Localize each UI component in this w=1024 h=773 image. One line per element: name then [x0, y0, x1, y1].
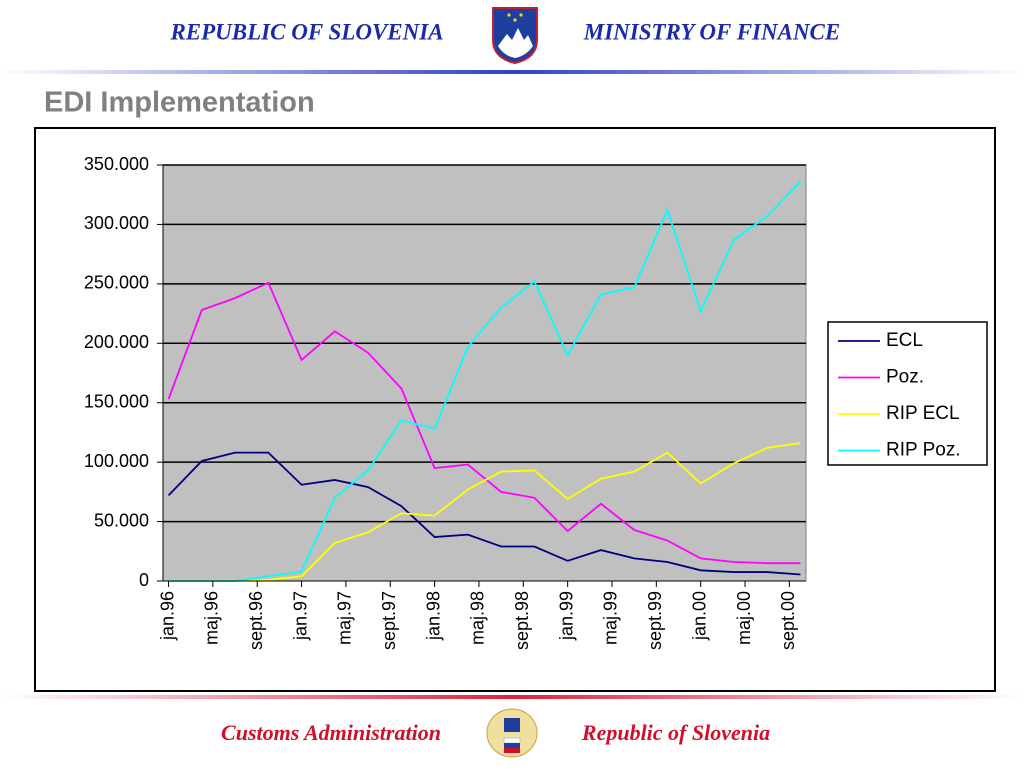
series-line [168, 442, 801, 582]
footer-rule [0, 695, 1024, 699]
y-tick-label: 300.000 [84, 213, 149, 233]
plot [163, 164, 806, 582]
legend-label: RIP ECL [886, 403, 960, 424]
y-tick-label: 100.000 [84, 451, 149, 471]
footer-left: Customs Administration [221, 720, 441, 745]
header-right: MINISTRY OF FINANCE [583, 19, 841, 44]
x-tick-label: jan.98 [423, 591, 443, 641]
y-tick-label: 200.000 [84, 332, 149, 352]
legend [827, 321, 988, 466]
series-line [167, 281, 801, 565]
x-tick-label: jan.00 [689, 591, 709, 641]
chart-title: EDI Implementation [44, 87, 315, 119]
footer-right: Republic of Slovenia [581, 720, 770, 745]
y-tick-label: 250.000 [84, 273, 149, 293]
x-tick-label: maj.99 [601, 591, 621, 645]
coat-of-arms [492, 7, 538, 65]
x-tick-label: sept.97 [379, 591, 399, 650]
x-tick-label: maj.00 [734, 591, 754, 645]
x-tick-label: jan.96 [157, 591, 177, 641]
x-tick-label: sept.98 [512, 591, 532, 650]
legend-label: RIP Poz. [886, 440, 961, 461]
legend-label: ECL [886, 330, 923, 351]
y-tick-label: 350.000 [84, 154, 149, 174]
x-tick-label: sept.00 [778, 591, 798, 650]
x-tick-label: jan.97 [290, 591, 310, 641]
x-tick-label: maj.97 [335, 591, 355, 645]
series-line [167, 451, 801, 576]
x-tick-label: jan.99 [556, 591, 576, 641]
y-tick-label: 50.000 [94, 510, 149, 530]
header-left: REPUBLIC OF SLOVENIA [169, 19, 443, 44]
x-tick-label: maj.96 [202, 591, 222, 645]
customs-emblem [486, 708, 538, 758]
header-rule [0, 70, 1024, 74]
y-tick-label: 0 [139, 570, 149, 590]
x-tick-label: maj.98 [468, 591, 488, 645]
plot-area [162, 164, 807, 582]
x-tick-label: sept.96 [246, 591, 266, 650]
series-line [168, 181, 802, 582]
x-tick-label: sept.99 [645, 591, 665, 650]
legend-label: Poz. [886, 367, 924, 388]
y-tick-label: 150.000 [84, 391, 149, 411]
